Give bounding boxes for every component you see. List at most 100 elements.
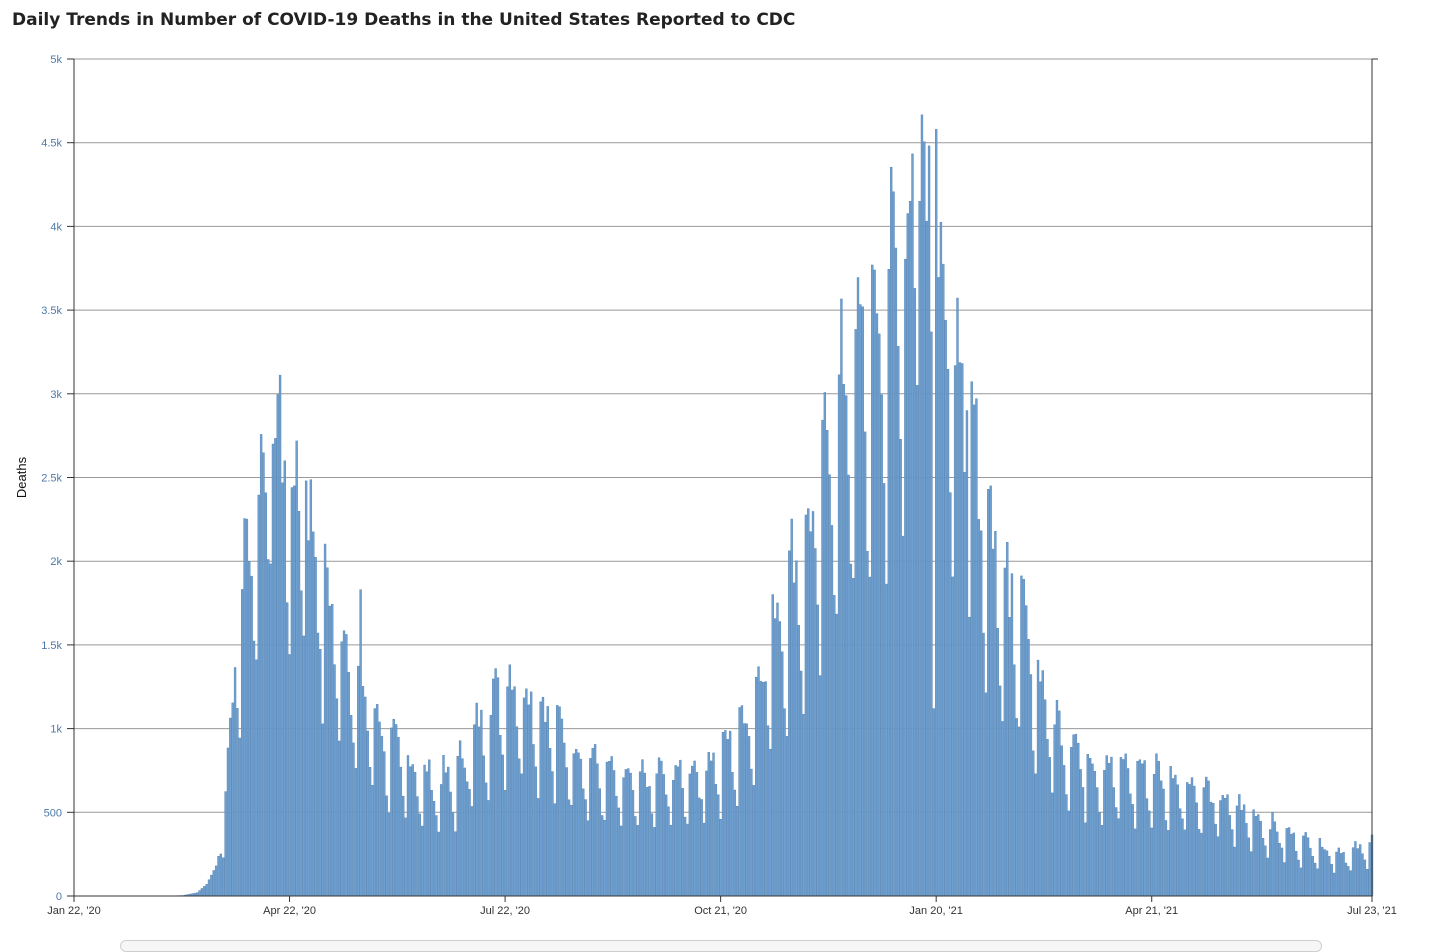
bar xyxy=(443,755,445,896)
bar xyxy=(1302,836,1304,896)
bar xyxy=(582,789,584,896)
bar xyxy=(1184,830,1186,896)
bar xyxy=(1146,799,1148,896)
bar xyxy=(983,633,985,896)
bar xyxy=(1037,660,1039,896)
bar xyxy=(473,725,475,896)
bar xyxy=(544,722,546,896)
bar xyxy=(883,483,885,896)
bar xyxy=(1132,804,1134,896)
bar xyxy=(935,129,937,896)
bar xyxy=(684,817,686,896)
bar xyxy=(923,142,925,896)
bar xyxy=(874,270,876,896)
bar xyxy=(755,677,757,896)
bar xyxy=(1089,758,1091,896)
bar xyxy=(402,796,404,896)
bar xyxy=(303,636,305,896)
bar xyxy=(632,790,634,896)
bar xyxy=(1227,795,1229,896)
bar xyxy=(964,472,966,896)
bar xyxy=(319,649,321,896)
bar xyxy=(393,719,395,896)
bar xyxy=(1357,849,1359,896)
bar xyxy=(1137,761,1139,896)
bar xyxy=(1205,777,1207,896)
bar xyxy=(1153,774,1155,896)
bar xyxy=(1110,757,1112,896)
bar xyxy=(1101,825,1103,896)
bar xyxy=(381,736,383,896)
bar xyxy=(691,766,693,896)
bar xyxy=(450,792,452,896)
bar xyxy=(1328,856,1330,896)
bar xyxy=(618,808,620,896)
bar xyxy=(523,698,525,896)
bar xyxy=(599,789,601,896)
bar xyxy=(570,805,572,896)
bar xyxy=(1364,860,1366,896)
bar xyxy=(596,764,598,896)
bar xyxy=(762,682,764,896)
bar xyxy=(1300,868,1302,896)
bar xyxy=(1177,785,1179,896)
bar xyxy=(414,772,416,896)
chart-scrollbar[interactable] xyxy=(120,940,1322,952)
bar xyxy=(424,765,426,896)
bar xyxy=(1255,816,1257,896)
bar xyxy=(630,773,632,896)
bar xyxy=(495,669,497,896)
bar xyxy=(952,577,954,896)
bar xyxy=(1025,606,1027,896)
bar xyxy=(483,756,485,896)
bar xyxy=(1324,850,1326,896)
bar xyxy=(966,411,968,896)
bar xyxy=(253,641,255,896)
bar xyxy=(724,730,726,896)
bar xyxy=(405,818,407,896)
bar xyxy=(196,893,198,896)
bar xyxy=(814,548,816,896)
bar xyxy=(1122,759,1124,896)
bar xyxy=(1073,735,1075,896)
bar xyxy=(686,824,688,896)
bar xyxy=(701,799,703,896)
bar xyxy=(1087,754,1089,896)
bar xyxy=(336,699,338,896)
bar xyxy=(563,743,565,896)
bar xyxy=(300,591,302,896)
bar xyxy=(533,744,535,896)
bar xyxy=(916,385,918,896)
bar xyxy=(426,772,428,896)
bar xyxy=(961,363,963,896)
bar xyxy=(900,439,902,896)
bar xyxy=(907,213,909,896)
bar xyxy=(1061,746,1063,896)
bar xyxy=(364,697,366,896)
bar xyxy=(1179,809,1181,896)
bar xyxy=(741,706,743,896)
bar xyxy=(1290,834,1292,896)
bar xyxy=(1248,838,1250,896)
bar xyxy=(992,549,994,896)
bar xyxy=(670,825,672,896)
bar xyxy=(476,703,478,896)
bar xyxy=(1264,846,1266,896)
bar xyxy=(1047,739,1049,896)
bar xyxy=(469,789,471,896)
bar xyxy=(1241,810,1243,896)
bar xyxy=(1272,812,1274,896)
bar xyxy=(604,820,606,896)
bar xyxy=(445,773,447,896)
bar xyxy=(1317,869,1319,896)
bar xyxy=(566,768,568,896)
bar xyxy=(957,298,959,896)
bar xyxy=(826,430,828,896)
bar xyxy=(800,671,802,896)
y-tick-label: 5k xyxy=(50,54,62,66)
bar xyxy=(613,770,615,896)
bar xyxy=(1234,847,1236,896)
bar xyxy=(1127,768,1129,896)
bar xyxy=(355,768,357,896)
